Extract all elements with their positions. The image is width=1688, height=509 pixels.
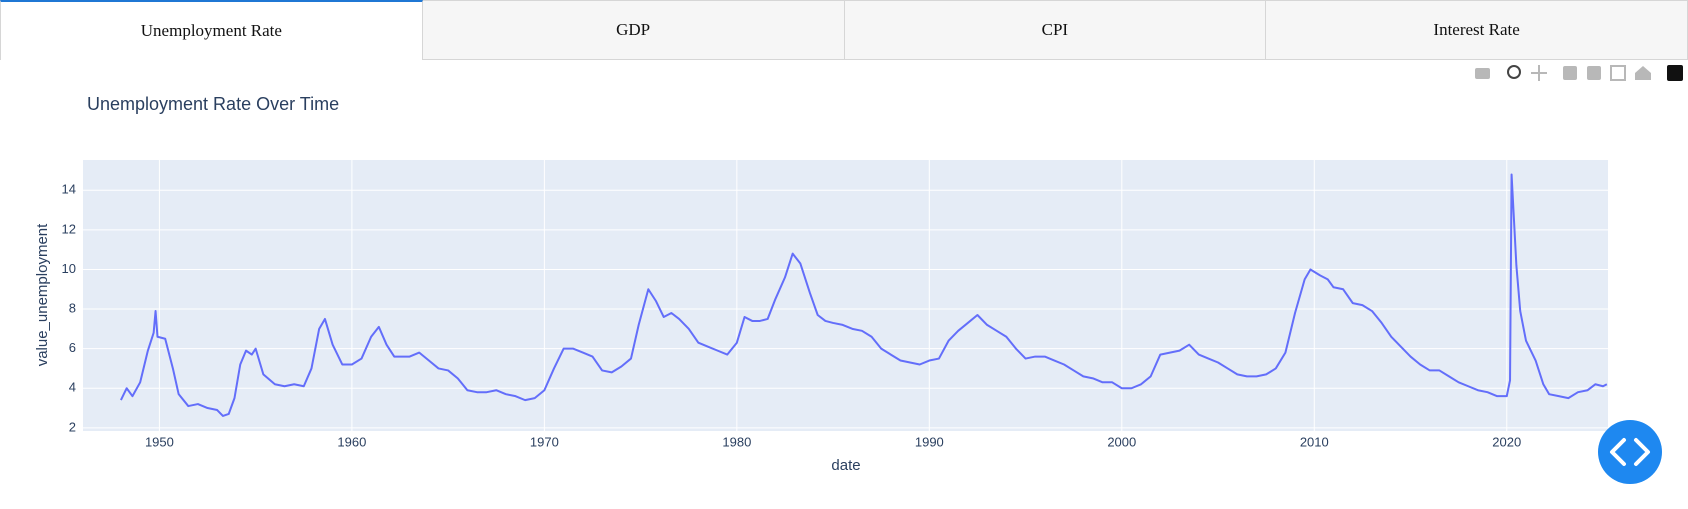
x-tick-label: 1980	[722, 434, 751, 449]
code-button-icon	[1610, 438, 1650, 466]
axes: 1950 1960 1970 1980 1990 2000 2010 2020 2 4 6 8 10 12…	[62, 160, 1608, 449]
plotly-logo[interactable]	[1667, 65, 1683, 81]
y-tick-label: 12	[62, 221, 76, 236]
x-tick-label: 1950	[145, 434, 174, 449]
autoscale-icon[interactable]	[1610, 65, 1626, 81]
x-axis-title: date	[831, 457, 860, 474]
tab[interactable]: Interest Rate	[1266, 0, 1688, 60]
y-tick-label: 2	[69, 419, 76, 434]
tab[interactable]: GDP	[422, 0, 845, 60]
y-tick-label: 10	[62, 261, 76, 276]
pan-icon[interactable]	[1531, 65, 1547, 81]
chart-title: Unemployment Rate Over Time	[87, 94, 339, 114]
zoom-icon[interactable]	[1507, 65, 1521, 79]
x-tick-label: 1970	[530, 434, 559, 449]
x-tick-label: 2000	[1107, 434, 1136, 449]
y-tick-label: 8	[69, 300, 76, 315]
x-tick-label: 1960	[337, 434, 366, 449]
code-button[interactable]	[1598, 420, 1662, 484]
data-line	[120, 173, 1608, 417]
modebar	[1475, 65, 1683, 81]
zoom-in-icon[interactable]	[1563, 66, 1577, 80]
tab[interactable]: Unemployment Rate	[0, 0, 423, 60]
zoom-out-icon[interactable]	[1587, 66, 1601, 80]
plot-area	[83, 160, 1608, 431]
tab-bar: Unemployment Rate GDP CPI Interest Rate	[0, 0, 1688, 60]
code-button-circle[interactable]	[1598, 420, 1662, 484]
tab[interactable]: CPI	[844, 0, 1267, 60]
x-tick-label: 2010	[1300, 434, 1329, 449]
y-tick-label: 14	[62, 182, 76, 197]
camera-icon[interactable]	[1475, 68, 1490, 79]
x-tick-label: 1990	[915, 434, 944, 449]
y-tick-label: 4	[69, 380, 76, 395]
x-tick-label: 2020	[1492, 434, 1521, 449]
y-axis-title: value_unemployment	[34, 223, 51, 366]
reset-icon[interactable]	[1635, 66, 1651, 80]
y-tick-label: 6	[69, 340, 76, 355]
